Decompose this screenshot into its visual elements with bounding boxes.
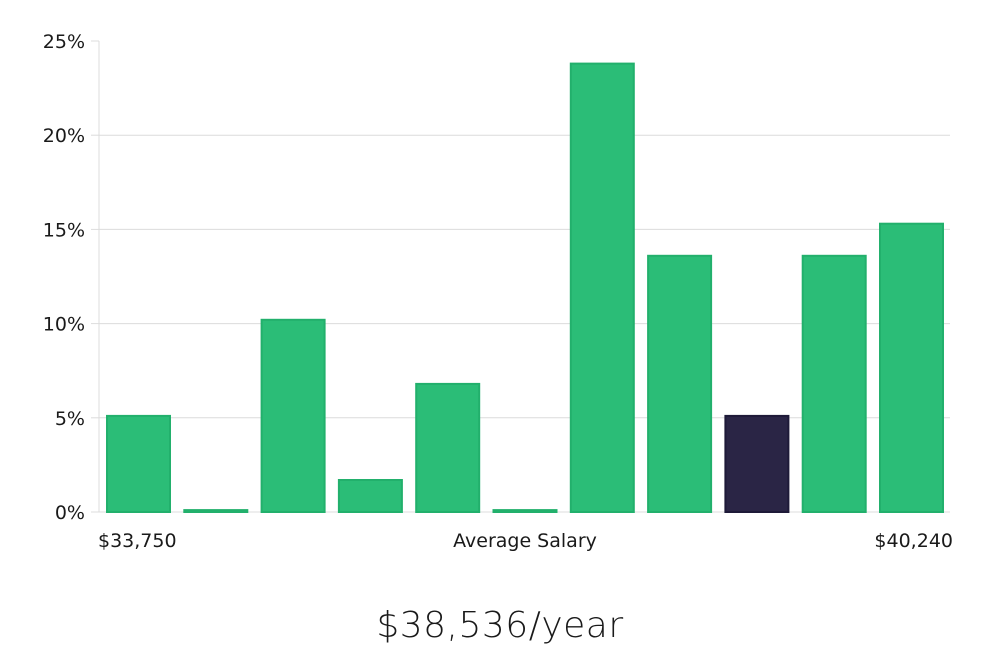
bar[interactable] [415,382,481,513]
x-axis-label: Average Salary [453,530,597,552]
y-tick-label: 5% [55,408,85,430]
bar[interactable] [183,509,249,514]
bar[interactable] [492,509,558,514]
average-salary-value: $38,536/year [376,605,624,646]
y-axis-ticks: 0% 5% 10% 15% 20% 25% [43,31,99,524]
bar[interactable] [106,414,171,513]
y-tick-label: 0% [55,502,85,524]
bar[interactable] [569,62,635,513]
bars [106,62,944,514]
y-tick-label: 15% [43,219,85,241]
bar[interactable] [337,479,403,513]
x-max-label: $40,240 [874,530,953,552]
bar-highlighted[interactable] [724,414,790,513]
y-tick-label: 25% [43,31,85,53]
bar[interactable] [801,254,867,514]
y-tick-label: 20% [43,125,85,147]
bar[interactable] [879,222,944,513]
bar[interactable] [260,318,326,513]
y-tick-label: 10% [43,314,85,336]
x-min-label: $33,750 [98,530,177,552]
bar[interactable] [647,254,713,514]
